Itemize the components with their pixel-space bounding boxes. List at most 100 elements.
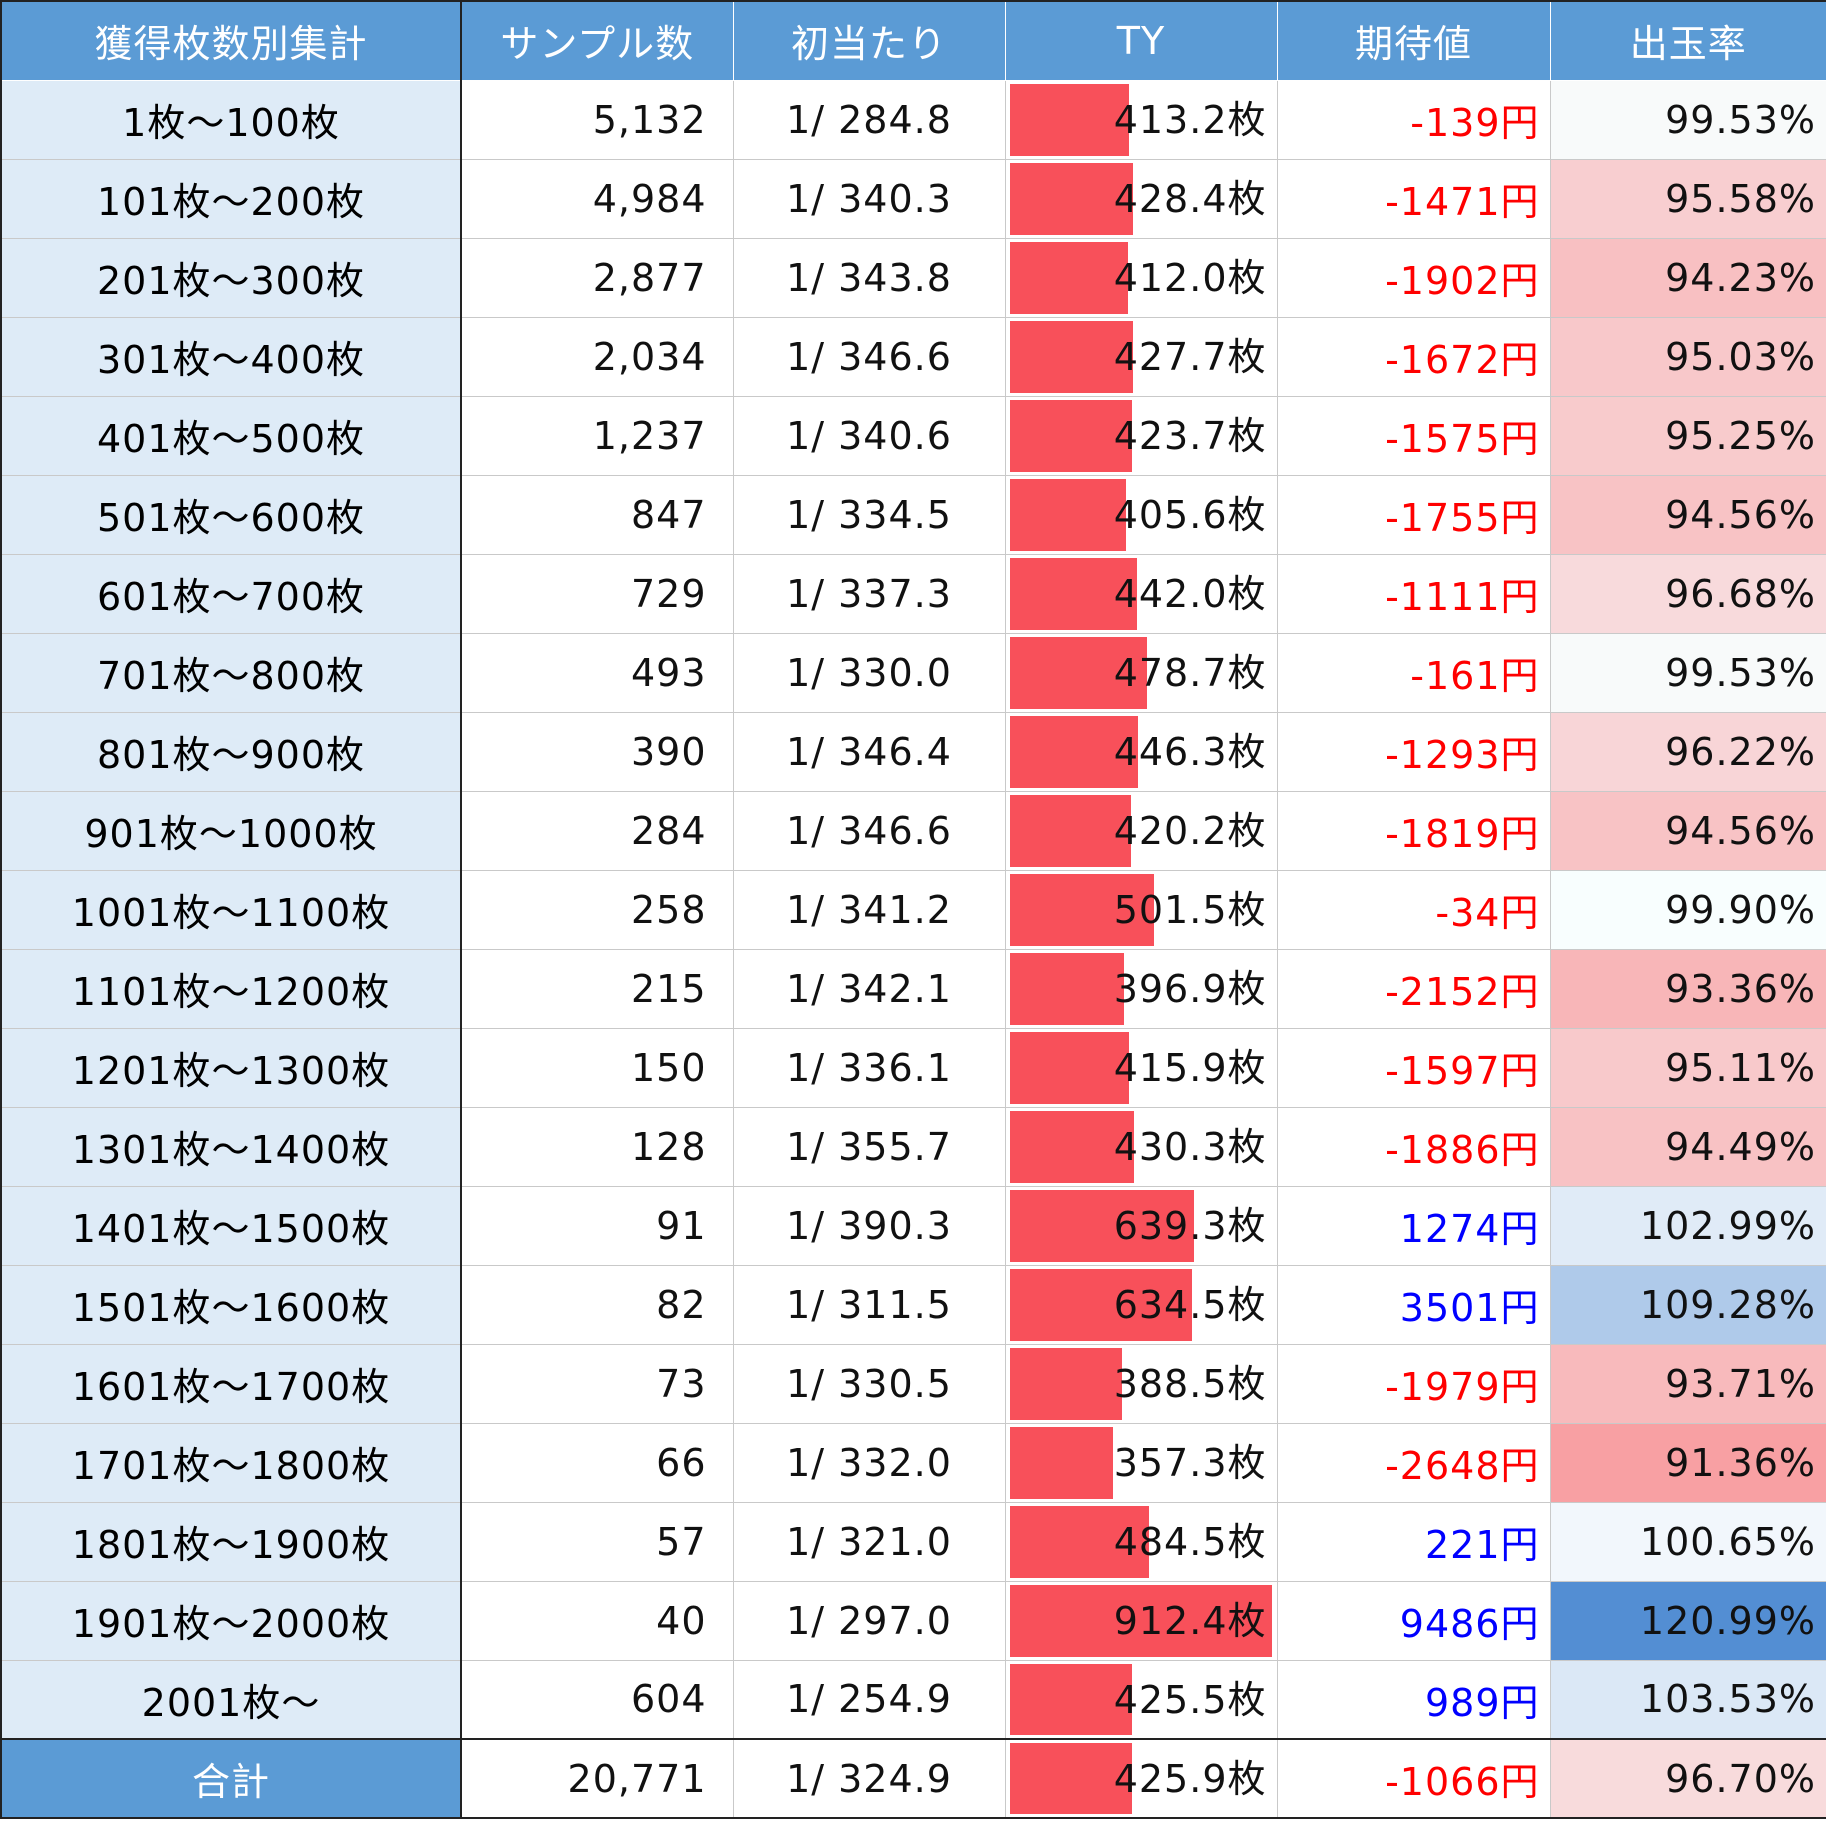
table-row: 1301枚～1400枚 128 1/ 355.7 430.3枚 -1886円 94.49% bbox=[0, 1106, 1826, 1187]
table-row: 1601枚～1700枚 73 1/ 330.5 388.5枚 -1979円 93.71% bbox=[0, 1343, 1826, 1424]
expected-value: -161円 bbox=[1276, 632, 1551, 713]
sample-count: 57 bbox=[460, 1501, 734, 1582]
header-payout-rate[interactable]: 出玉率 bbox=[1549, 0, 1826, 81]
ty-bar bbox=[1009, 1347, 1122, 1420]
ty-value: 427.7枚 bbox=[1113, 334, 1267, 379]
ty-cell: 357.3枚 bbox=[1004, 1422, 1278, 1503]
header-ty[interactable]: TY bbox=[1004, 0, 1278, 81]
range-label: 901枚～1000枚 bbox=[0, 790, 462, 871]
sample-count: 847 bbox=[460, 474, 734, 555]
payout-rate: 102.99% bbox=[1549, 1185, 1826, 1266]
first-hit-rate: 1/ 390.3 bbox=[732, 1185, 1006, 1266]
ty-cell: 412.0枚 bbox=[1004, 237, 1278, 318]
sample-count: 493 bbox=[460, 632, 734, 713]
ty-bar bbox=[1009, 794, 1131, 867]
ty-bar bbox=[1009, 1743, 1132, 1814]
ty-value: 446.3枚 bbox=[1113, 729, 1267, 774]
payout-rate: 91.36% bbox=[1549, 1422, 1826, 1503]
ty-bar bbox=[1009, 636, 1147, 709]
sample-count: 390 bbox=[460, 711, 734, 792]
ty-value: 428.4枚 bbox=[1113, 176, 1267, 221]
expected-value: -1672円 bbox=[1276, 316, 1551, 397]
expected-value: -2648円 bbox=[1276, 1422, 1551, 1503]
range-label: 1001枚～1100枚 bbox=[0, 869, 462, 950]
ty-bar bbox=[1009, 1505, 1149, 1578]
ty-value: 634.5枚 bbox=[1113, 1282, 1267, 1327]
header-first-hit[interactable]: 初当たり bbox=[732, 0, 1006, 81]
payout-rate: 94.49% bbox=[1549, 1106, 1826, 1187]
ty-bar bbox=[1009, 162, 1133, 235]
payout-rate: 95.58% bbox=[1549, 158, 1826, 239]
ty-bar bbox=[1009, 873, 1154, 946]
ty-bar bbox=[1009, 1110, 1134, 1183]
ty-cell: 427.7枚 bbox=[1004, 316, 1278, 397]
table-row: 1201枚～1300枚 150 1/ 336.1 415.9枚 -1597円 95.11% bbox=[0, 1027, 1826, 1108]
first-hit-rate: 1/ 346.6 bbox=[732, 316, 1006, 397]
ty-value: 430.3枚 bbox=[1113, 1124, 1267, 1169]
range-label: 1801枚～1900枚 bbox=[0, 1501, 462, 1582]
range-label: 1901枚～2000枚 bbox=[0, 1580, 462, 1661]
expected-value: -1111円 bbox=[1276, 553, 1551, 634]
ty-cell: 639.3枚 bbox=[1004, 1185, 1278, 1266]
first-hit-rate: 1/ 337.3 bbox=[732, 553, 1006, 634]
first-hit-rate: 1/ 342.1 bbox=[732, 948, 1006, 1029]
ty-bar bbox=[1009, 83, 1129, 156]
ty-value: 413.2枚 bbox=[1113, 97, 1267, 142]
total-row: 合計 20,771 1/ 324.9 425.9枚 -1066円 96.70% bbox=[0, 1738, 1826, 1819]
first-hit-rate: 1/ 311.5 bbox=[732, 1264, 1006, 1345]
ty-cell: 405.6枚 bbox=[1004, 474, 1278, 555]
expected-value: -1979円 bbox=[1276, 1343, 1551, 1424]
range-label: 1101枚～1200枚 bbox=[0, 948, 462, 1029]
first-hit-rate: 1/ 336.1 bbox=[732, 1027, 1006, 1108]
expected-value: 1274円 bbox=[1276, 1185, 1551, 1266]
payout-rate: 99.53% bbox=[1549, 632, 1826, 713]
table-row: 1501枚～1600枚 82 1/ 311.5 634.5枚 3501円 109.28% bbox=[0, 1264, 1826, 1345]
table-row: 201枚～300枚 2,877 1/ 343.8 412.0枚 -1902円 94.23% bbox=[0, 237, 1826, 318]
ty-value: 425.9枚 bbox=[1113, 1757, 1267, 1801]
ty-cell: 484.5枚 bbox=[1004, 1501, 1278, 1582]
sample-count: 66 bbox=[460, 1422, 734, 1503]
payout-rate: 99.53% bbox=[1549, 79, 1826, 160]
ty-value: 420.2枚 bbox=[1113, 808, 1267, 853]
header-range[interactable]: 獲得枚数別集計 bbox=[0, 0, 462, 81]
range-label: 1601枚～1700枚 bbox=[0, 1343, 462, 1424]
ty-bar bbox=[1009, 1663, 1132, 1735]
range-label: 801枚～900枚 bbox=[0, 711, 462, 792]
expected-value: -1066円 bbox=[1276, 1738, 1551, 1819]
first-hit-rate: 1/ 334.5 bbox=[732, 474, 1006, 555]
expected-value: -1902円 bbox=[1276, 237, 1551, 318]
header-expected-value[interactable]: 期待値 bbox=[1276, 0, 1551, 81]
range-label: 1701枚～1800枚 bbox=[0, 1422, 462, 1503]
ty-bar bbox=[1009, 1426, 1113, 1499]
ty-value: 405.6枚 bbox=[1113, 492, 1267, 537]
table-row: 401枚～500枚 1,237 1/ 340.6 423.7枚 -1575円 95.25% bbox=[0, 395, 1826, 476]
table-row: 501枚～600枚 847 1/ 334.5 405.6枚 -1755円 94.56% bbox=[0, 474, 1826, 555]
expected-value: -1755円 bbox=[1276, 474, 1551, 555]
sample-count: 215 bbox=[460, 948, 734, 1029]
payout-rate: 93.71% bbox=[1549, 1343, 1826, 1424]
first-hit-rate: 1/ 321.0 bbox=[732, 1501, 1006, 1582]
expected-value: 3501円 bbox=[1276, 1264, 1551, 1345]
table-row: 601枚～700枚 729 1/ 337.3 442.0枚 -1111円 96.68% bbox=[0, 553, 1826, 634]
ty-cell: 428.4枚 bbox=[1004, 158, 1278, 239]
range-label: 1501枚～1600枚 bbox=[0, 1264, 462, 1345]
first-hit-rate: 1/ 355.7 bbox=[732, 1106, 1006, 1187]
first-hit-rate: 1/ 330.5 bbox=[732, 1343, 1006, 1424]
header-samples[interactable]: サンプル数 bbox=[460, 0, 734, 81]
table-row: 701枚～800枚 493 1/ 330.0 478.7枚 -161円 99.53% bbox=[0, 632, 1826, 713]
sample-count: 40 bbox=[460, 1580, 734, 1661]
sample-count: 4,984 bbox=[460, 158, 734, 239]
ty-value: 396.9枚 bbox=[1113, 966, 1267, 1011]
sample-count: 150 bbox=[460, 1027, 734, 1108]
ty-value: 501.5枚 bbox=[1113, 887, 1267, 932]
ty-cell: 478.7枚 bbox=[1004, 632, 1278, 713]
ty-bar bbox=[1009, 1031, 1129, 1104]
expected-value: -1886円 bbox=[1276, 1106, 1551, 1187]
ty-bar bbox=[1009, 1189, 1194, 1262]
first-hit-rate: 1/ 346.4 bbox=[732, 711, 1006, 792]
payout-rate: 94.56% bbox=[1549, 790, 1826, 871]
ty-bar bbox=[1009, 557, 1137, 630]
table-row: 901枚～1000枚 284 1/ 346.6 420.2枚 -1819円 94.56% bbox=[0, 790, 1826, 871]
ty-value: 357.3枚 bbox=[1113, 1440, 1267, 1485]
